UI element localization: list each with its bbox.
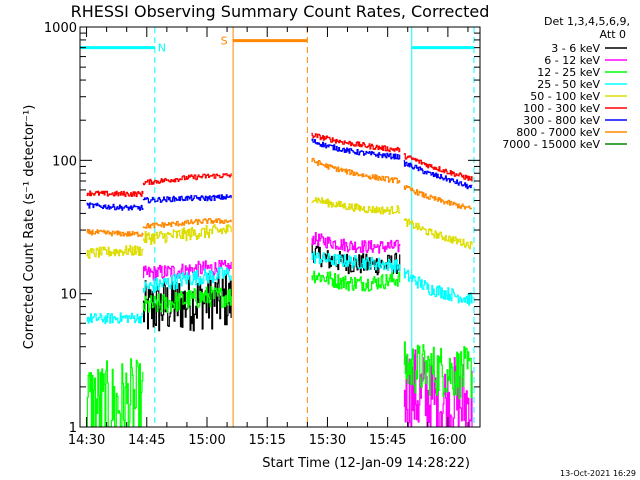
x-tick-label: 15:30 bbox=[309, 433, 346, 448]
legend-label: 100 - 300 keV bbox=[523, 102, 600, 115]
series-trace-7 bbox=[403, 185, 472, 210]
x-tick-label: 16:00 bbox=[429, 433, 466, 448]
series-trace-6 bbox=[311, 138, 401, 160]
series-trace-5 bbox=[403, 153, 473, 182]
y-tick-label: 100 bbox=[52, 154, 77, 169]
x-tick-label: 15:15 bbox=[248, 433, 285, 448]
y-tick-label: 10 bbox=[60, 288, 77, 303]
series-trace-0 bbox=[311, 243, 401, 276]
series-trace-6 bbox=[142, 194, 232, 204]
saa-marker-label: S bbox=[221, 35, 228, 48]
legend-label: 12 - 25 keV bbox=[537, 66, 600, 79]
series-trace-1 bbox=[311, 232, 401, 254]
series-trace-3 bbox=[86, 312, 144, 325]
series-trace-5 bbox=[142, 173, 232, 186]
series-trace-2 bbox=[142, 286, 232, 313]
series-trace-4 bbox=[311, 197, 401, 215]
chart-title: RHESSI Observing Summary Count Rates, Co… bbox=[71, 2, 490, 21]
legend-label: 800 - 7000 keV bbox=[516, 126, 600, 139]
series-trace-7 bbox=[311, 157, 401, 184]
y-tick-label: 1000 bbox=[44, 21, 77, 36]
series-trace-1 bbox=[142, 260, 232, 282]
series-trace-3 bbox=[142, 266, 232, 294]
x-tick-label: 15:45 bbox=[369, 433, 406, 448]
series-trace-5 bbox=[311, 132, 401, 153]
legend-header-detectors: Det 1,3,4,5,6,9, bbox=[544, 15, 630, 28]
series-trace-2 bbox=[403, 341, 473, 400]
series-trace-3 bbox=[403, 267, 473, 306]
x-tick-label: 14:45 bbox=[128, 433, 165, 448]
x-axis: 14:30 14:45 15:00 15:15 15:30 15:45 16:00 bbox=[68, 27, 469, 448]
legend-label: 300 - 800 keV bbox=[523, 114, 600, 127]
legend-header-attenuator: Att 0 bbox=[600, 28, 626, 41]
x-tick-label: 14:30 bbox=[68, 433, 105, 448]
legend-label: 6 - 12 keV bbox=[544, 54, 600, 67]
y-tick-label: 1 bbox=[69, 421, 77, 436]
series-trace-2 bbox=[311, 270, 401, 292]
series-trace-4 bbox=[142, 224, 232, 245]
series-trace-7 bbox=[142, 218, 232, 229]
legend-label: 7000 - 15000 keV bbox=[502, 138, 600, 151]
x-axis-label: Start Time (12-Jan-09 14:28:22) bbox=[262, 456, 470, 471]
series-trace-5 bbox=[86, 190, 144, 198]
series-layer bbox=[86, 132, 473, 427]
x-tick-label: 15:00 bbox=[188, 433, 225, 448]
series-trace-6 bbox=[403, 160, 473, 190]
series-trace-4 bbox=[86, 244, 144, 259]
plot-frame bbox=[79, 26, 481, 428]
plot-timestamp: 13-Oct-2021 16:29 bbox=[560, 469, 636, 478]
y-axis-label: Corrected Count Rate (s⁻¹ detector⁻¹) bbox=[22, 105, 37, 350]
y-axis: 1 10 100 1000 bbox=[44, 21, 480, 436]
series-trace-7 bbox=[86, 228, 144, 237]
series-trace-3 bbox=[311, 251, 401, 273]
legend-label: 50 - 100 keV bbox=[530, 90, 600, 103]
night-marker-label: N bbox=[158, 42, 166, 55]
series-trace-4 bbox=[403, 218, 473, 250]
series-trace-6 bbox=[86, 202, 144, 211]
legend-label: 25 - 50 keV bbox=[537, 78, 600, 91]
legend-label: 3 - 6 keV bbox=[551, 42, 600, 55]
